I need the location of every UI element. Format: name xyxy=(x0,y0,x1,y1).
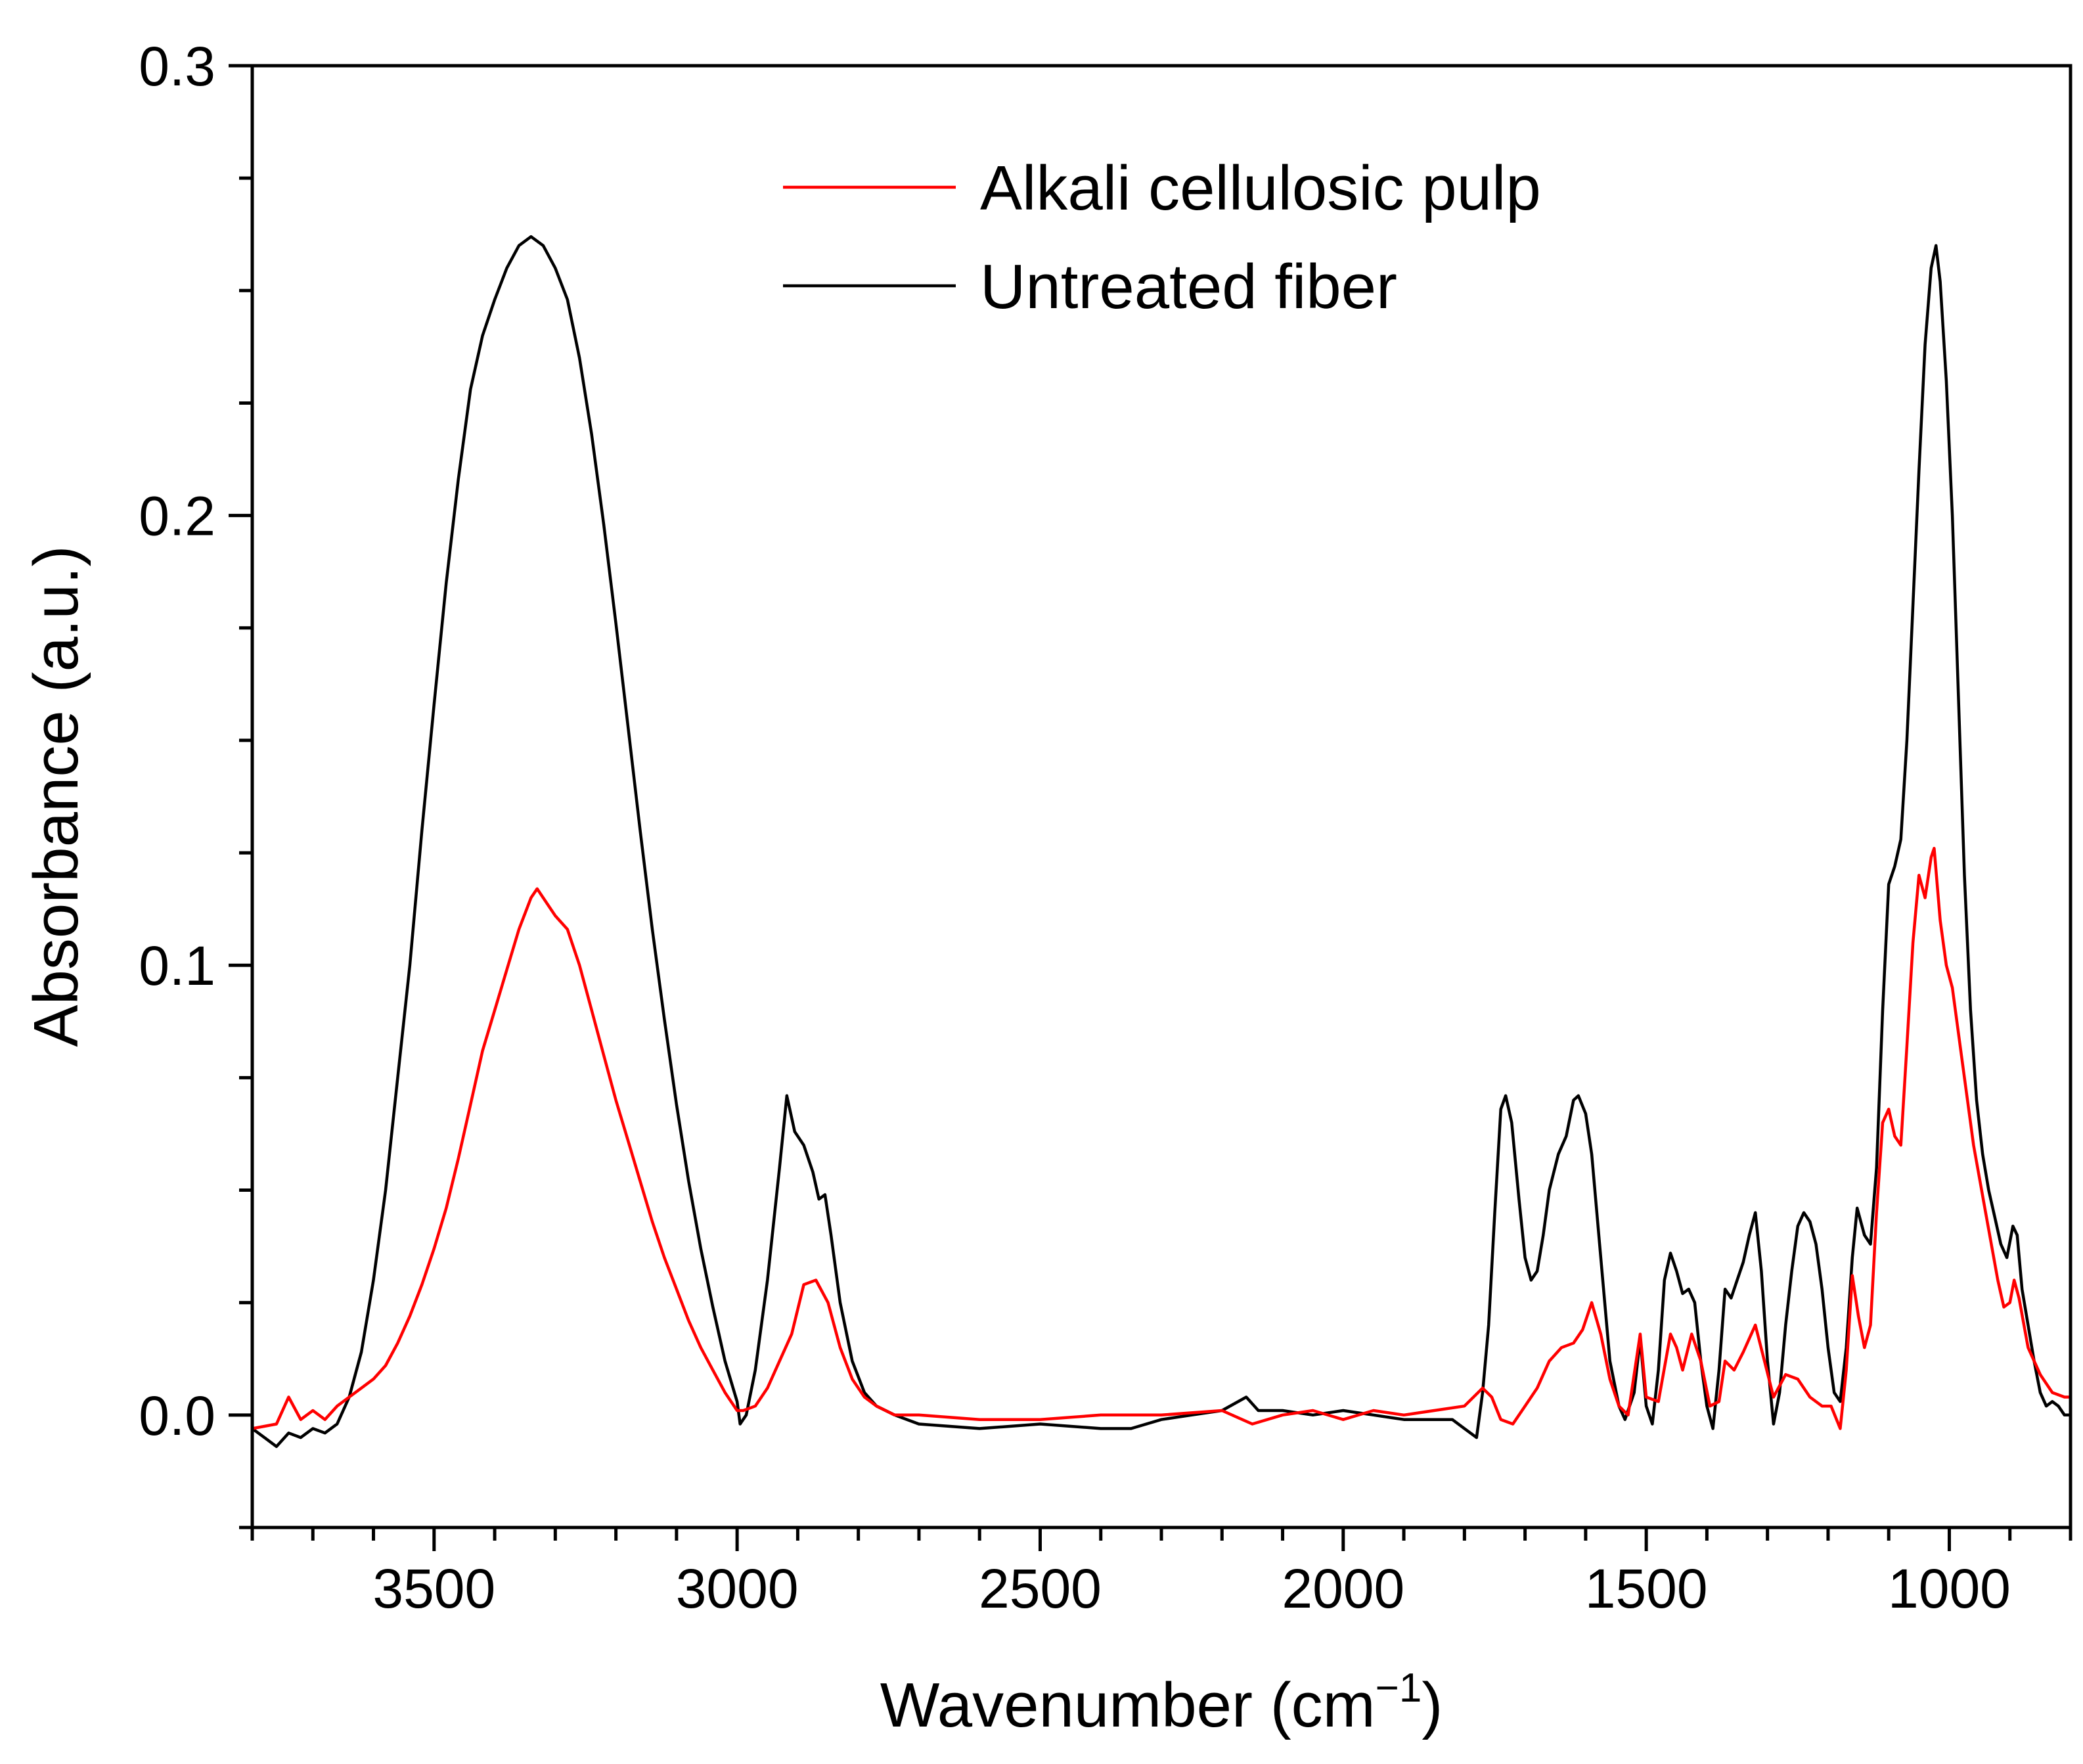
x-tick-label: 2500 xyxy=(979,1558,1102,1619)
legend: Alkali cellulosic pulp Untreated fiber xyxy=(783,153,1541,322)
x-tick-label: 1500 xyxy=(1585,1558,1708,1619)
y-axis: 0.0 0.1 0.2 0.3 xyxy=(139,35,252,1529)
series-layer xyxy=(252,235,2071,1449)
x-tick-label: 2000 xyxy=(1282,1558,1404,1619)
y-tick-label: 0.0 xyxy=(139,1385,215,1447)
x-axis-title: Wavenumber (cm−1) xyxy=(880,1665,1443,1740)
x-axis: 3500 3000 2500 2000 1500 1000 xyxy=(250,1527,2072,1619)
y-tick-label: 0.3 xyxy=(139,35,215,97)
legend-label-1: Untreated fiber xyxy=(980,252,1397,322)
y-tick-label: 0.2 xyxy=(139,486,215,547)
series-line-1 xyxy=(252,235,2071,1449)
x-tick-label: 3500 xyxy=(372,1558,495,1619)
y-tick-label: 0.1 xyxy=(139,935,215,997)
x-tick-label: 3000 xyxy=(676,1558,799,1619)
y-axis-title: Absorbance (a.u.) xyxy=(21,545,91,1047)
x-tick-label: 1000 xyxy=(1888,1558,2011,1619)
series-line-0 xyxy=(252,846,2071,1430)
legend-label-0: Alkali cellulosic pulp xyxy=(980,153,1541,223)
